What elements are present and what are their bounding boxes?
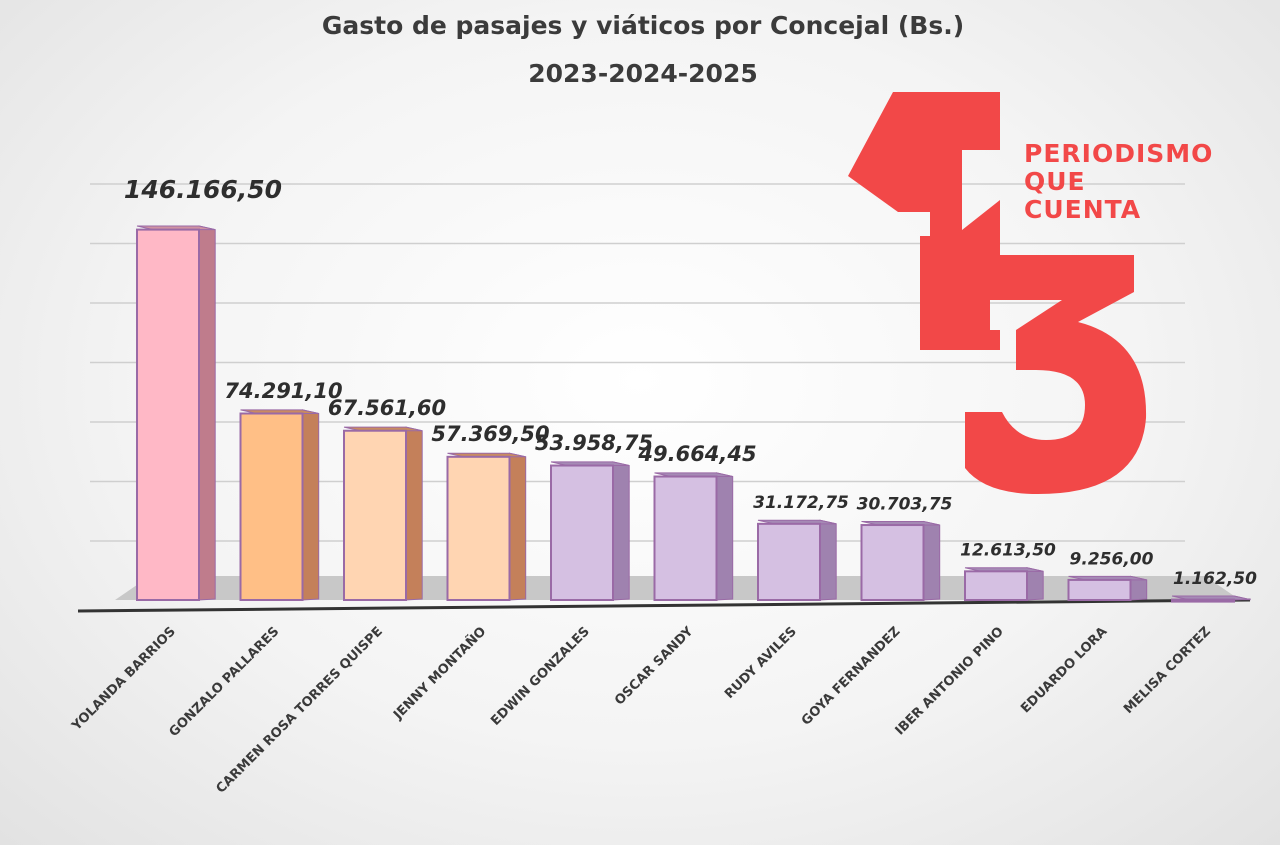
category-label: GOYA FERNANDEZ (799, 624, 903, 728)
value-label: 1.162,50 (1173, 569, 1257, 589)
bar-front (1067, 578, 1132, 602)
value-label: 57.369,50 (431, 422, 549, 446)
bar (1171, 595, 1251, 603)
category-label: RUDY AVILES (722, 624, 800, 702)
bar-side (716, 472, 734, 601)
bar-side (405, 426, 423, 601)
bar-front (1171, 598, 1235, 603)
value-label: 31.172,75 (753, 493, 849, 513)
value-label: 67.561,60 (328, 396, 446, 420)
category-label: EDUARDO LORA (1018, 624, 1110, 716)
chart-title: Gasto de pasajes y viáticos por Concejal… (322, 11, 964, 40)
bar (860, 520, 941, 602)
logo-text-line-2: QUE (1024, 167, 1086, 196)
x-axis-baseline (77, 598, 1251, 613)
bar (653, 472, 734, 601)
logo-text-line-3: CUENTA (1024, 195, 1141, 224)
bar-front (343, 429, 407, 601)
bar-side (612, 461, 630, 601)
bar (239, 409, 320, 601)
value-label: 49.664,45 (637, 442, 756, 466)
value-labels-group: 146.166,50 74.291,1067.561,6057.369,5053.… (124, 175, 1257, 589)
bar-front (757, 522, 821, 601)
periodismo-que-cuenta-logo: PERIODISMO QUE CUENTA (848, 92, 1213, 494)
bar (550, 461, 630, 602)
bar (343, 426, 423, 601)
bar-front (239, 412, 304, 601)
value-label: 146.166,50 (124, 175, 282, 204)
bar (1067, 575, 1148, 602)
category-label: OSCAR SANDY (612, 624, 697, 709)
bar (446, 452, 527, 602)
category-label: JENNY MONTAÑO (390, 624, 490, 724)
bar-side (198, 225, 216, 601)
bar-side (509, 452, 527, 601)
category-label: EDWIN GONZALES (488, 624, 593, 729)
bars-group (136, 225, 1251, 603)
logo-text-line-1: PERIODISMO (1024, 139, 1213, 168)
bar-front (964, 570, 1028, 601)
bar-side (923, 520, 941, 601)
category-label: CARMEN ROSA TORRES QUISPE (213, 624, 385, 796)
category-label: GONZALO PALLARES (167, 624, 283, 740)
bar (757, 519, 837, 601)
value-label: 74.291,10 (224, 379, 342, 403)
chart-subtitle: 2023-2024-2025 (528, 59, 758, 88)
bar-side (1026, 567, 1044, 601)
value-label: 53.958,75 (535, 431, 653, 455)
bar (136, 225, 216, 601)
bar-front (860, 524, 925, 602)
category-label: YOLANDA BARRIOS (69, 624, 179, 734)
bar-front (136, 228, 200, 601)
bar-front (653, 475, 718, 601)
bar (964, 567, 1044, 601)
bar-side (302, 409, 320, 601)
category-label: MELISA CORTEZ (1121, 624, 1214, 717)
bar-front (446, 455, 511, 602)
bar-side (819, 519, 837, 601)
value-label: 30.703,75 (857, 494, 953, 514)
bar-front (550, 464, 614, 602)
logo-13-icon (848, 92, 1147, 494)
value-label: 12.613,50 (960, 541, 1056, 561)
value-label: 9.256,00 (1070, 549, 1154, 569)
category-label: IBER ANTONIO PINO (893, 624, 1007, 738)
